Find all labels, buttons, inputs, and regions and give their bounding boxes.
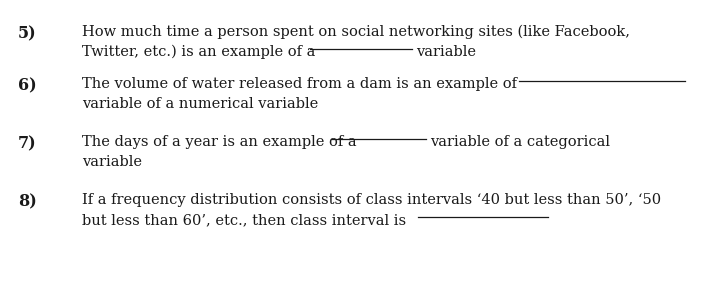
- Text: variable of a numerical variable: variable of a numerical variable: [82, 97, 319, 111]
- Text: Twitter, etc.) is an example of a: Twitter, etc.) is an example of a: [82, 45, 315, 59]
- Text: If a frequency distribution consists of class intervals ‘40 but less than 50’, ‘: If a frequency distribution consists of …: [82, 193, 661, 207]
- Text: The volume of water released from a dam is an example of: The volume of water released from a dam …: [82, 77, 517, 91]
- Text: variable: variable: [82, 155, 142, 169]
- Text: 6): 6): [18, 77, 37, 94]
- Text: How much time a person spent on social networking sites (like Facebook,: How much time a person spent on social n…: [82, 25, 630, 39]
- Text: 7): 7): [18, 135, 37, 152]
- Text: variable of a categorical: variable of a categorical: [430, 135, 610, 149]
- Text: 5): 5): [18, 25, 37, 42]
- Text: 8): 8): [18, 193, 37, 210]
- Text: variable: variable: [416, 45, 476, 59]
- Text: The days of a year is an example of a: The days of a year is an example of a: [82, 135, 357, 149]
- Text: but less than 60’, etc., then class interval is: but less than 60’, etc., then class inte…: [82, 213, 406, 227]
